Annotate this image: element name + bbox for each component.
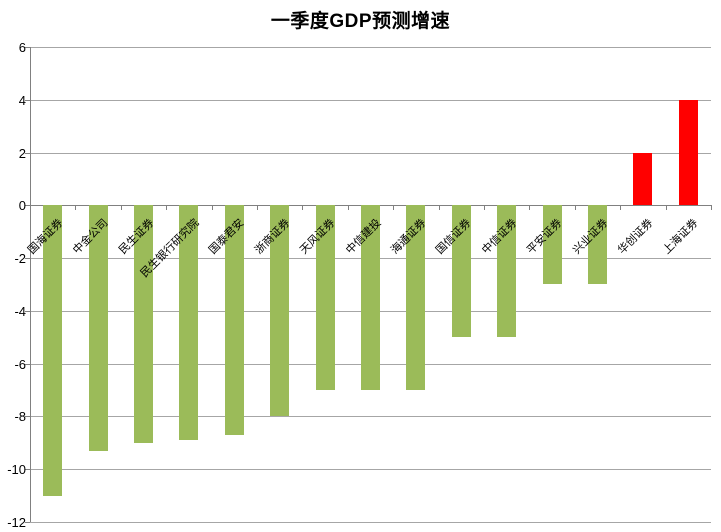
y-axis-tick <box>25 47 30 48</box>
y-tick-label: -2 <box>14 251 26 267</box>
gridline <box>30 152 711 154</box>
category-label: 华创证券 <box>615 217 656 257</box>
bar-negative <box>542 205 562 285</box>
category-axis-tick <box>665 205 667 211</box>
y-axis-tick <box>25 258 30 260</box>
bar-negative <box>88 205 108 451</box>
category-axis-tick <box>166 205 168 211</box>
category-axis-tick <box>574 205 576 211</box>
y-axis-tick <box>25 363 30 365</box>
y-tick-label: 2 <box>18 145 26 161</box>
y-tick-label: -8 <box>14 409 26 425</box>
bar-negative <box>315 205 335 391</box>
gridline <box>30 469 711 471</box>
bar-negative <box>406 205 426 391</box>
bar-negative <box>179 205 199 441</box>
bar-negative <box>361 205 380 391</box>
y-axis-tick <box>25 469 30 471</box>
y-axis-tick <box>25 99 30 101</box>
gridline <box>30 416 711 418</box>
bar-negative <box>497 205 517 338</box>
bar-negative <box>451 205 471 338</box>
y-tick-label: 6 <box>18 40 26 55</box>
y-axis-tick <box>25 416 30 418</box>
gridline <box>30 522 711 523</box>
y-axis-line <box>30 47 31 522</box>
y-tick-label: 0 <box>18 198 26 214</box>
category-axis-tick <box>257 205 258 211</box>
category-axis-tick <box>620 205 622 211</box>
y-tick-label: -6 <box>14 356 26 372</box>
bar-negative <box>588 205 607 285</box>
bar-negative <box>43 205 63 496</box>
category-axis-tick <box>438 205 440 211</box>
y-tick-label: -12 <box>7 515 26 530</box>
y-tick-label: 4 <box>18 92 26 108</box>
category-axis-tick <box>30 205 31 211</box>
y-axis-tick <box>25 205 30 207</box>
category-axis-tick <box>302 205 304 211</box>
bar-positive <box>678 99 698 206</box>
y-tick-label: -10 <box>7 462 26 478</box>
bar-negative <box>270 205 290 417</box>
category-label: 上海证券 <box>661 217 701 257</box>
category-axis-tick <box>529 205 531 211</box>
category-axis-tick <box>484 205 485 211</box>
y-tick-label: -4 <box>14 303 26 319</box>
bar-negative <box>134 205 153 443</box>
bar-positive <box>633 152 653 206</box>
y-axis-tick <box>25 152 30 154</box>
y-axis-tick <box>25 310 30 312</box>
category-axis-tick <box>75 205 77 211</box>
bar-negative <box>224 205 244 435</box>
category-axis-tick <box>211 205 213 211</box>
category-axis-tick <box>120 205 122 211</box>
category-axis-tick <box>347 205 349 211</box>
gridline <box>30 99 711 101</box>
chart-title: 一季度GDP预测增速 <box>270 11 451 32</box>
category-axis-tick <box>393 205 395 211</box>
gridline <box>30 47 711 48</box>
y-axis-tick <box>25 522 30 523</box>
category-axis-tick <box>711 205 712 211</box>
